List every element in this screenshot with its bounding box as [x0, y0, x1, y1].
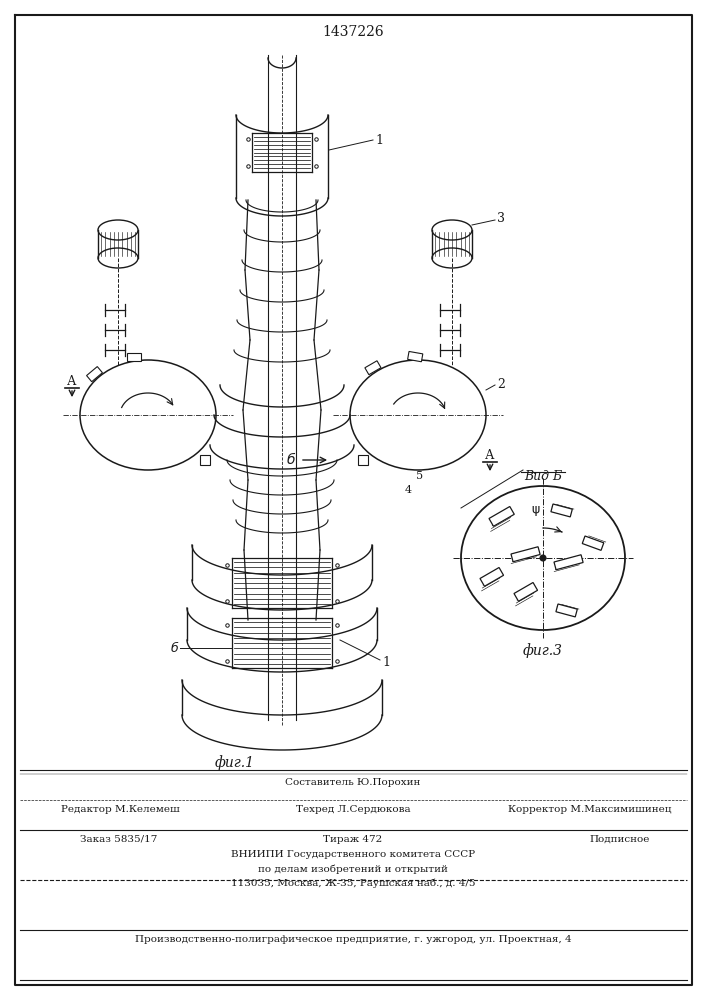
Text: по делам изобретений и открытий: по делам изобретений и открытий — [258, 864, 448, 874]
Text: 1: 1 — [382, 656, 390, 670]
Text: Техред Л.Сердюкова: Техред Л.Сердюкова — [296, 805, 410, 814]
Text: Производственно-полиграфическое предприятие, г. ужгород, ул. Проектная, 4: Производственно-полиграфическое предприя… — [135, 935, 571, 944]
Text: Тираж 472: Тираж 472 — [323, 835, 382, 844]
Text: 3: 3 — [497, 212, 505, 225]
Bar — [200, 455, 210, 465]
Text: 2: 2 — [497, 378, 505, 391]
Text: Редактор М.Келемеш: Редактор М.Келемеш — [61, 805, 180, 814]
Text: 1: 1 — [375, 133, 383, 146]
Bar — [583, 536, 604, 550]
Bar — [86, 367, 103, 382]
Bar — [511, 547, 540, 562]
Bar — [365, 361, 381, 375]
Bar — [358, 455, 368, 465]
Bar — [551, 504, 573, 517]
Text: А: А — [485, 449, 495, 462]
Bar — [408, 351, 423, 362]
Bar — [127, 353, 141, 361]
Text: Подписное: Подписное — [590, 835, 650, 844]
Text: 4: 4 — [405, 485, 412, 495]
Text: фиг.1: фиг.1 — [215, 755, 255, 770]
Bar — [489, 506, 514, 526]
Bar — [480, 568, 503, 586]
Text: б: б — [286, 453, 295, 467]
Bar — [556, 604, 578, 617]
Text: фиг.3: фиг.3 — [523, 643, 563, 658]
Text: б: б — [170, 642, 178, 654]
Text: А: А — [67, 375, 77, 388]
Text: Составитель Ю.Порохин: Составитель Ю.Порохин — [286, 778, 421, 787]
Text: ВНИИПИ Государственного комитета СССР: ВНИИПИ Государственного комитета СССР — [231, 850, 475, 859]
Text: 5: 5 — [416, 471, 423, 481]
Bar — [554, 555, 583, 570]
Text: Корректор М.Максимишинец: Корректор М.Максимишинец — [508, 805, 672, 814]
Bar — [514, 582, 537, 601]
Ellipse shape — [540, 555, 546, 561]
Text: 113035, Москва, Ж-35, Раушская наб., д. 4/5: 113035, Москва, Ж-35, Раушская наб., д. … — [230, 878, 475, 888]
Text: 1437226: 1437226 — [322, 25, 384, 39]
Text: ψ: ψ — [531, 504, 539, 516]
Text: Заказ 5835/17: Заказ 5835/17 — [80, 835, 158, 844]
Text: Вид Б: Вид Б — [524, 470, 562, 483]
